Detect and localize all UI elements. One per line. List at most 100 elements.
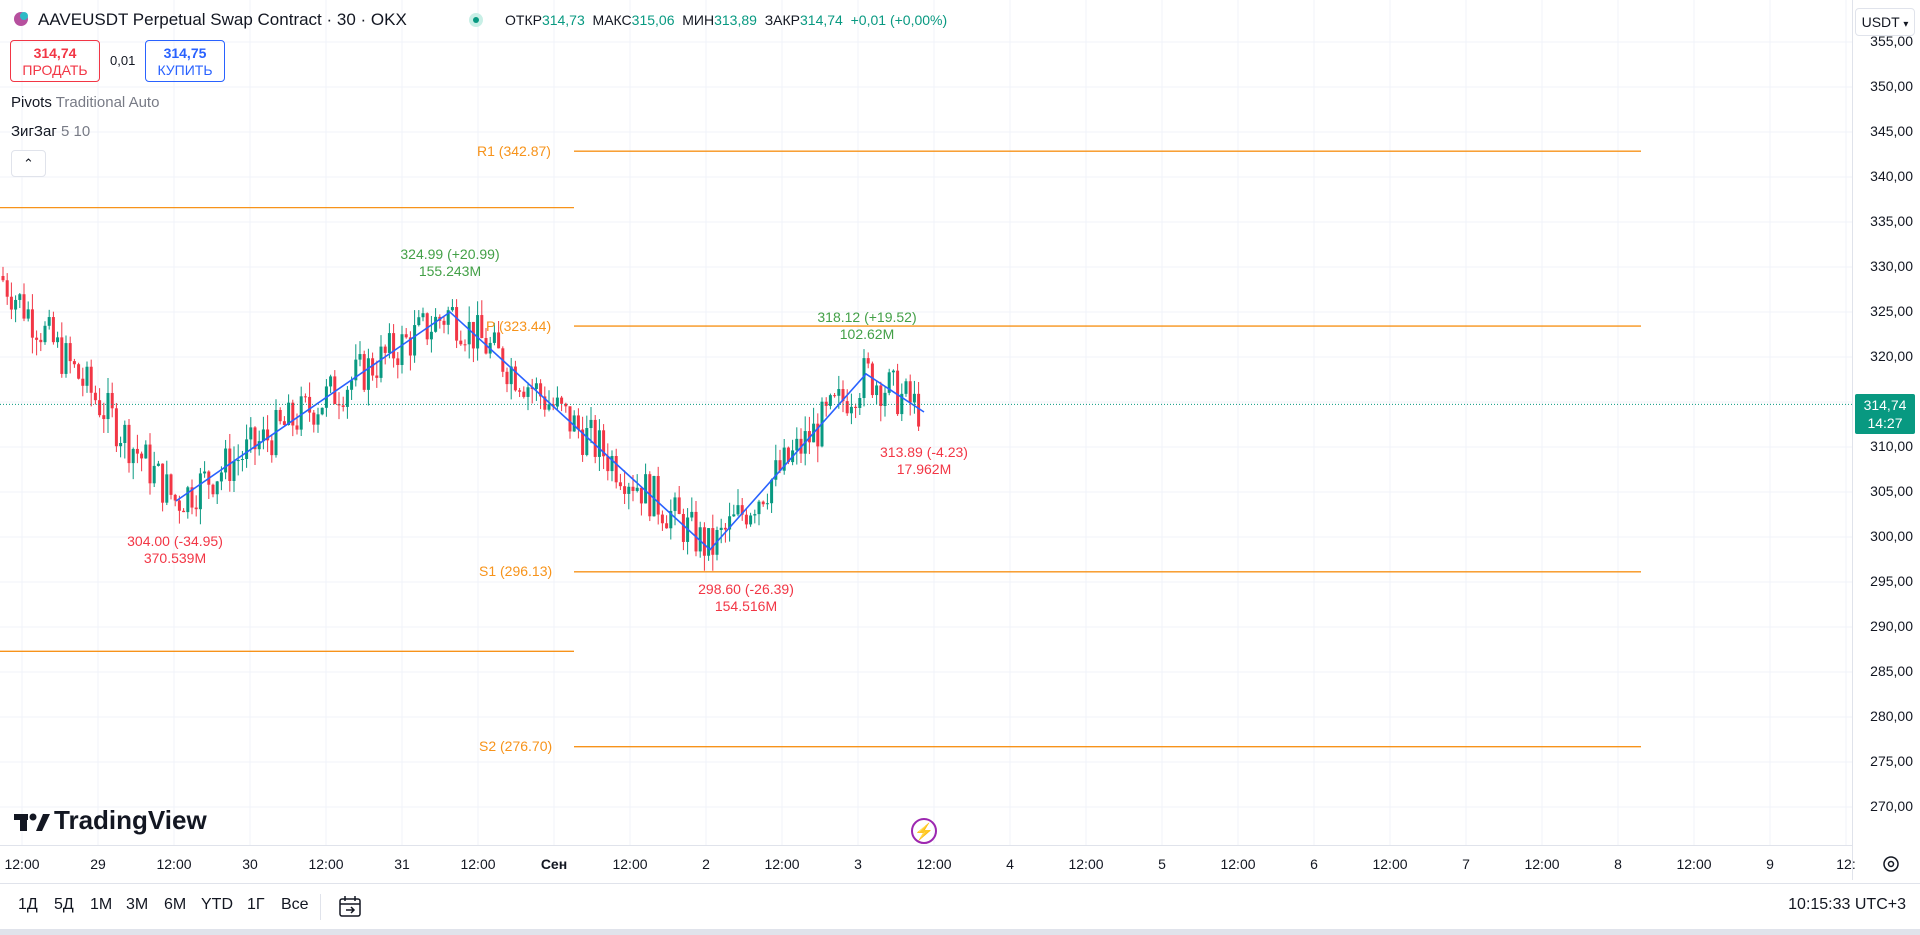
candle-body [18,294,22,300]
candle-body [652,476,656,517]
candle-body [148,444,152,484]
range-1d[interactable]: 1Д [18,896,38,913]
symbol-title[interactable]: AAVEUSDT Perpetual Swap Contract · 30 · … [38,10,407,29]
collapse-legend-button[interactable]: ⌃ [11,150,46,177]
clock-timezone[interactable]: 10:15:33 UTC+3 [1788,896,1906,913]
time-tick: 2 [702,856,710,872]
candle-body [173,494,177,501]
time-tick: 12:00 [460,856,496,872]
range-3m[interactable]: 3М [126,896,149,913]
time-axis[interactable]: 12:00 29 12:00 30 12:00 31 12:00 Сен 12:00 2 12:00… [0,845,1856,884]
range-ytd[interactable]: YTD [201,896,233,913]
candle-body [152,465,156,484]
candle-body [870,363,874,396]
candle-body [417,317,421,326]
candle-body [429,331,433,340]
range-1m[interactable]: 1М [90,896,113,913]
range-1y[interactable]: 1Г [247,896,265,913]
candle-body [614,456,618,483]
candle-body [299,396,303,430]
candle-body [240,459,244,461]
pivots-name: Pivots [11,94,52,111]
candle-body [518,390,522,392]
status-strip [0,929,1920,935]
lightning-icon[interactable]: ⚡ [911,818,937,844]
indicator-pivots[interactable]: Pivots Traditional Auto [11,94,159,111]
chart-area[interactable]: AAVEUSDT Perpetual Swap Contract · 30 · … [0,0,1852,845]
candle-body [9,296,13,310]
pivot-s2-label: S2 (276.70) [479,738,553,754]
time-tick: Сен [540,856,568,872]
price-tick: 335,00 [1870,213,1913,229]
time-tick: 30 [242,856,258,872]
indicator-zigzag[interactable]: ЗигЗаг 5 10 [11,123,90,140]
candle-body [291,402,295,426]
candle-body [110,392,114,409]
chart-settings-icon[interactable] [1880,853,1902,875]
time-tick: 12: [1836,856,1856,872]
price-tick: 355,00 [1870,33,1913,49]
open-key: ОТКР [505,12,542,28]
candle-body [837,389,841,396]
tradingview-logo-text: TradingView [54,805,207,835]
range-5d[interactable]: 5Д [54,896,74,913]
candle-body [379,346,383,378]
sell-button[interactable]: 314,74 ПРОДАТЬ [10,40,100,82]
candle-body [135,448,139,454]
candle-body [345,389,349,407]
time-tick: 8 [1614,856,1622,872]
price-chart[interactable] [0,0,1852,845]
price-tick: 330,00 [1870,258,1913,274]
candle-body [198,473,202,510]
currency-label: USDT [1861,14,1900,30]
candle-body [719,527,723,531]
buy-label: КУПИТЬ [157,62,213,78]
candle-body [547,404,551,410]
candle-body [312,412,316,425]
range-6m[interactable]: 6М [164,896,187,913]
candle-body [186,487,190,513]
separator [320,894,321,920]
candle-body [211,484,215,495]
candle-body [56,337,60,343]
close-key: ЗАКР [764,12,801,28]
time-tick: 12:00 [612,856,648,872]
candle-body [631,486,635,491]
candle-body [98,400,102,416]
candle-body [623,486,627,494]
candle-body [694,511,698,552]
candle-body [375,375,379,378]
candle-body [224,448,228,473]
candle-body [182,510,186,513]
currency-select[interactable]: USDT ▾ [1855,8,1915,36]
candle-body [287,402,291,426]
candle-body [303,396,307,398]
candle-body [354,359,358,381]
candle-body [896,370,900,415]
candle-body [845,401,849,414]
buy-button[interactable]: 314,75 КУПИТЬ [145,40,225,82]
open-value: 314,73 [541,12,585,28]
candle-body [467,321,471,345]
time-tick: 12:00 [308,856,344,872]
candle-body [471,321,475,349]
close-value: 314,74 [800,12,843,28]
candle-body [732,514,736,517]
candle-body [539,383,543,397]
candle-body [786,447,790,463]
candle-body [282,421,286,426]
candle-body [912,393,916,403]
market-status-icon [469,13,483,27]
price-axis[interactable]: 355,00 350,00 345,00 340,00 335,00 330,00 325,… [1852,0,1920,880]
time-tick: 12:00 [1372,856,1408,872]
candle-body [5,280,9,297]
tradingview-logo[interactable]: TradingView [14,805,207,836]
range-all[interactable]: Все [281,896,309,913]
candle-body [131,448,135,464]
pivot-r1-label: R1 (342.87) [477,143,551,159]
candle-body [77,364,81,379]
candle-body [795,438,799,451]
time-tick: 3 [854,856,862,872]
candle-body [455,307,459,341]
goto-date-icon[interactable] [338,895,364,924]
